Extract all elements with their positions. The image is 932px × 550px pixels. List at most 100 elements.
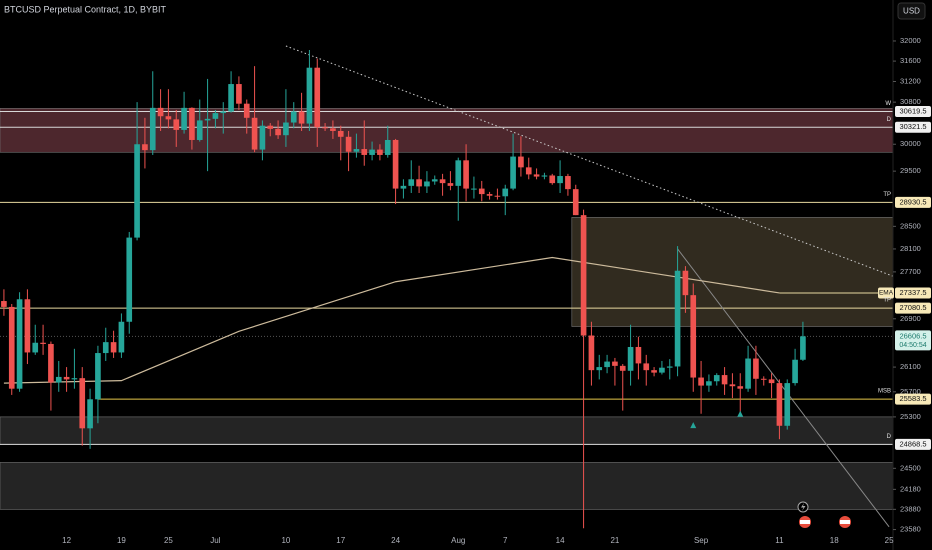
candle-body xyxy=(471,188,477,190)
candle-body xyxy=(251,117,258,150)
zone xyxy=(0,416,893,445)
candle-body xyxy=(651,370,657,373)
candle-body xyxy=(612,361,618,366)
y-tick-label: 29500 xyxy=(900,166,921,175)
y-tick-label: 24180 xyxy=(900,484,921,493)
candle-body xyxy=(486,194,493,196)
price-label-box xyxy=(895,330,931,351)
candle-body xyxy=(533,174,540,177)
candle-body xyxy=(753,358,759,379)
candle-body xyxy=(792,359,798,384)
candle-body xyxy=(259,125,266,150)
price-label: 30619.5 xyxy=(899,107,926,116)
tag-box xyxy=(878,287,894,299)
price-label: 28930.5 xyxy=(899,197,926,206)
level-tag: MSB xyxy=(878,389,891,395)
x-tick-label: Aug xyxy=(451,536,465,545)
candle-body xyxy=(189,107,195,140)
event-flag-band xyxy=(840,520,850,524)
candle-body xyxy=(220,111,227,114)
candle-body xyxy=(682,270,689,296)
candle-body xyxy=(776,383,783,426)
candle-body xyxy=(541,175,548,177)
candle-body xyxy=(659,367,665,373)
candle-body xyxy=(71,378,78,380)
x-tick-label: 17 xyxy=(336,536,345,545)
candle-body xyxy=(79,378,86,429)
candle-body xyxy=(118,321,125,353)
candle-body xyxy=(236,84,242,104)
price-label-box xyxy=(895,302,931,314)
price-label: 27080.5 xyxy=(899,303,926,312)
x-tick-label: Jul xyxy=(210,536,220,545)
candle-body xyxy=(306,67,313,124)
event-flag-band xyxy=(800,520,810,524)
level-tag: EMA xyxy=(879,290,894,297)
candle-body xyxy=(24,299,31,353)
candle-body xyxy=(243,103,250,118)
y-tick-label: 26900 xyxy=(900,314,921,323)
candle-body xyxy=(361,149,368,155)
price-label-box xyxy=(895,287,931,299)
y-tick-label: 26100 xyxy=(900,362,921,371)
candle-body xyxy=(768,379,775,384)
price-label: 26606.5 xyxy=(899,331,926,340)
candle-body xyxy=(604,361,610,368)
candle-body xyxy=(549,175,556,184)
x-tick-label: 25 xyxy=(885,536,894,545)
candle-body xyxy=(337,130,344,137)
candle-body xyxy=(275,128,281,136)
candle-body xyxy=(48,343,54,383)
countdown: 04:50:54 xyxy=(899,342,926,349)
y-tick-label: 25700 xyxy=(900,387,921,396)
candle-body xyxy=(698,377,704,386)
candle-body xyxy=(431,179,438,182)
x-tick-label: 24 xyxy=(391,536,400,545)
candle-body xyxy=(353,149,360,152)
candle-body xyxy=(580,215,587,336)
candle-body xyxy=(455,160,462,186)
price-label: 27337.5 xyxy=(899,288,926,297)
candle-body xyxy=(314,67,321,128)
candle-body xyxy=(800,336,806,360)
candle-body xyxy=(134,144,140,238)
signal-marker xyxy=(737,410,744,417)
event-icons xyxy=(797,501,851,528)
currency-button[interactable] xyxy=(897,2,926,20)
y-tick-label: 25300 xyxy=(900,412,921,421)
y-tick-label: 23880 xyxy=(900,504,921,513)
y-tick-label: 31600 xyxy=(900,56,921,65)
candle-body xyxy=(525,167,532,175)
ema-line xyxy=(3,256,780,384)
candle-body xyxy=(784,383,791,426)
x-tick-label: 18 xyxy=(830,536,839,545)
zone xyxy=(0,462,893,510)
candle-body xyxy=(40,342,46,344)
candle-body xyxy=(149,107,156,151)
candle-body xyxy=(345,136,352,152)
candle-body xyxy=(87,399,93,429)
candle-body xyxy=(510,156,516,189)
price-label-box xyxy=(895,196,931,208)
candle-body xyxy=(283,122,289,136)
currency-label[interactable]: USD xyxy=(903,7,920,16)
level-tag: TP xyxy=(883,192,891,198)
candle-body xyxy=(627,346,634,371)
candle-body xyxy=(596,367,603,371)
price-label-box xyxy=(895,106,931,118)
x-tick-label: 25 xyxy=(164,536,173,545)
candle-body xyxy=(572,189,579,216)
price-label: 30321.5 xyxy=(899,122,926,131)
candle-body xyxy=(729,384,736,387)
chart-title: BTCUSD Perpetual Contract, 1D, BYBIT xyxy=(4,4,167,14)
candle-body xyxy=(126,237,133,322)
candle-body xyxy=(737,386,744,389)
y-tick-label: 30800 xyxy=(900,97,921,106)
candle-body xyxy=(157,107,164,117)
candle-body xyxy=(721,375,728,385)
level-tag: W xyxy=(885,101,891,107)
candle-body xyxy=(267,125,274,129)
y-tick-label: 24500 xyxy=(900,463,921,472)
price-label-box xyxy=(895,393,931,405)
